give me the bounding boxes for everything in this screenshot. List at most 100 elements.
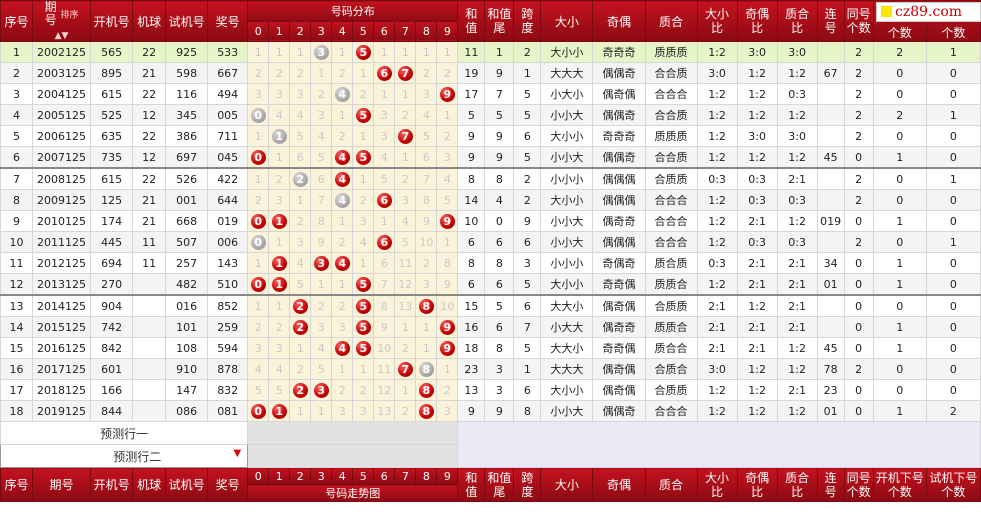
dist-cell-3: 3: [310, 316, 333, 338]
miss-count: 1: [296, 45, 304, 59]
cell-sr: 1:2: [696, 231, 738, 253]
predict-row-2-label: 预测行二: [113, 449, 162, 464]
table-row[interactable]: 4 2005125 525 12 345 005 0 4 4 3 1 5 3 2 4 1 5 5 5 小小大 偶偶奇 合合…: [0, 104, 981, 126]
cell-same: 2: [843, 41, 874, 63]
table-row[interactable]: 10 2011125 445 11 507 006 0 1 3 9 2 4 6 5 10 1 6 6 6 小小大 偶偶偶…: [0, 231, 981, 253]
dist-cell-3: 3: [310, 41, 333, 63]
miss-count: 5: [296, 277, 304, 291]
dist-cell-6: 6: [373, 252, 396, 274]
table-row[interactable]: 11 2012125 694 11 257 143 1 1 4 3 4 1 6 11 2 8 8 8 3 小小小 奇偶奇…: [0, 252, 981, 274]
cell-award: 852: [207, 294, 249, 317]
cell-b: 2: [925, 400, 981, 422]
miss-count: 2: [317, 87, 325, 101]
dist-cell-8: 3: [415, 273, 438, 296]
cell-a: 0: [872, 62, 927, 84]
cell-a: 1: [872, 400, 927, 422]
miss-count: 1: [338, 362, 346, 376]
cell-open: 270: [90, 273, 134, 296]
miss-count: 6: [380, 256, 388, 270]
dist-cell-8: 2: [415, 252, 438, 274]
table-row[interactable]: 7 2008125 615 22 526 422 1 2 2 6 4 1 5 2 7 4 8 8 2 小小小 偶偶偶 合质…: [0, 167, 981, 190]
miss-count: 1: [338, 214, 346, 228]
cell-size: 大大小: [540, 294, 594, 317]
miss-count: 7: [317, 193, 325, 207]
dist-cell-7: 12: [394, 273, 417, 296]
table-row[interactable]: 3 2004125 615 22 116 494 3 3 3 2 4 2 1 1 3 9 17 7 5 小大小 偶奇偶合…: [0, 83, 981, 105]
miss-count: 1: [254, 256, 262, 270]
cell-size: 大小小: [540, 189, 594, 211]
cell-b: 0: [925, 189, 981, 211]
table-row[interactable]: 5 2006125 635 22 386 711 1 1 5 4 2 1 3 7 5 2 9 9 6 大小小 奇奇奇 质质…: [0, 125, 981, 147]
dist-cell-8: 1: [415, 316, 438, 338]
dist-cell-6: 6: [373, 62, 396, 84]
table-row[interactable]: 18 2019125 844 086 081 0 1 1 1 3 3 13 2 8 3 9 9 8 小小大 偶偶奇 合合…: [0, 400, 981, 422]
table-row[interactable]: 13 2014125 904 016 852 1 1 2 2 2 5 8 13 8 10 15 5 6 大大小 偶奇偶…: [0, 294, 981, 317]
predict-row-2[interactable]: 预测行二 ▼: [0, 444, 249, 468]
dist-cell-6: 5: [373, 167, 396, 190]
table-row[interactable]: 12 2013125 270 482 510 0 1 5 1 1 5 7 12 3 9 6 6 5 大小小 奇奇偶 质质…: [0, 273, 981, 296]
dist-cell-3: 4: [310, 337, 333, 359]
foot-sum: 和 值: [457, 467, 486, 502]
cell-span: 2: [513, 189, 542, 211]
cell-size: 大大小: [540, 337, 594, 359]
table-row[interactable]: 2 2003125 895 21 598 667 2 2 2 1 2 1 6 7 2 2 19 9 1 大大大 偶偶奇合…: [0, 62, 981, 84]
cell-a: 1: [872, 146, 927, 169]
cell-machine: 22: [132, 125, 167, 147]
table-row[interactable]: 16 2017125 601 910 878 4 4 2 5 1 1 11 7 8 1 23 3 1 大大大 偶奇偶合…: [0, 358, 981, 380]
cell-pr: 2:1: [776, 316, 818, 338]
miss-count: 8: [443, 256, 451, 270]
cell-same: 0: [843, 400, 874, 422]
cell-tail: 9: [484, 62, 515, 84]
dist-cell-0: 5: [247, 379, 270, 401]
cell-oe: 奇奇偶: [592, 273, 646, 296]
number-ball: 7: [397, 128, 413, 144]
cell-sum: 9: [457, 400, 486, 422]
miss-count: 2: [296, 214, 304, 228]
site-logo[interactable]: cz89.com: [876, 2, 981, 22]
dist-cell-5: 1: [352, 62, 375, 84]
cell-oer: 1:2: [736, 294, 778, 317]
dist-cell-6: 9: [373, 316, 396, 338]
cell-period: 2007125: [32, 146, 92, 169]
table-row[interactable]: 8 2009125 125 21 001 644 2 3 1 7 4 2 6 3 8 5 14 4 2 大小小 偶偶偶合…: [0, 189, 981, 211]
digit-header-4: 4: [331, 20, 354, 42]
col-period[interactable]: 期 号 排序 ▲▼: [32, 0, 92, 42]
cell-span: 5: [513, 83, 542, 105]
predict-row-2-grid[interactable]: [247, 444, 459, 468]
miss-count: 1: [275, 299, 283, 313]
miss-count: 2: [401, 172, 409, 186]
miss-count: 2: [422, 66, 430, 80]
cell-pr: 1:2: [776, 210, 818, 232]
miss-count: 1: [401, 87, 409, 101]
cell-prime: 质质合: [644, 273, 698, 296]
miss-count: 6: [317, 172, 325, 186]
dist-cell-2: 3: [289, 83, 312, 105]
foot-size: 大小: [540, 467, 594, 502]
cell-same: 2: [843, 167, 874, 190]
table-row[interactable]: 17 2018125 166 147 832 5 5 2 3 2 2 12 1 8 2 13 3 6 大小小 偶奇偶合…: [0, 379, 981, 401]
miss-count: 10: [419, 235, 434, 249]
cell-seq: 12: [0, 273, 34, 296]
table-row[interactable]: 15 2016125 842 108 594 3 3 1 4 4 5 10 2 1 9 18 8 5 大大小 奇奇偶质…: [0, 337, 981, 359]
foot-odd-even: 奇偶: [592, 467, 646, 502]
number-ball: 0: [250, 276, 266, 292]
cell-open: 895: [90, 62, 134, 84]
cell-same: 2: [843, 62, 874, 84]
dropdown-arrow-icon[interactable]: ▼: [233, 447, 242, 459]
cell-consec: [816, 41, 845, 63]
cell-span: 1: [513, 358, 542, 380]
cell-award: 667: [207, 62, 249, 84]
cell-machine: [132, 337, 167, 359]
table-row[interactable]: 9 2010125 174 21 668 019 0 1 2 8 1 3 1 4 9 9 10 0 9 小小大 偶奇奇合…: [0, 210, 981, 232]
table-row[interactable]: 6 2007125 735 12 697 045 0 1 6 5 4 5 4 1 6 3 9 9 5 小小大 偶偶奇 合合…: [0, 146, 981, 169]
dist-cell-2: 3: [289, 231, 312, 253]
predict-row-1[interactable]: 预测行一: [0, 421, 249, 445]
sort-icon[interactable]: 排序 ▲▼: [54, 10, 79, 41]
predict-row-1-grid[interactable]: [247, 421, 459, 445]
table-row[interactable]: 1 2002125 565 22 925 533 1 1 1 3 1 5 1 1 1 1 11 1 2 大小小 奇奇奇质…: [0, 41, 981, 63]
miss-count: 1: [296, 404, 304, 418]
cell-b: 0: [925, 273, 981, 296]
table-row[interactable]: 14 2015125 742 101 259 2 2 2 3 3 5 9 1 1 9 16 6 7 小大大 偶奇奇 质质…: [0, 316, 981, 338]
cell-span: 6: [513, 231, 542, 253]
dist-cell-9: 4: [436, 167, 459, 190]
